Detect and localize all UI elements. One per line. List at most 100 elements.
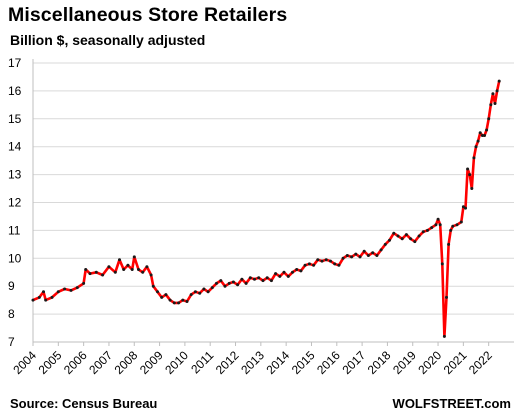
x-tick-label: 2011 [188,348,216,376]
data-point [445,295,448,299]
data-point [426,228,429,232]
series-line-0 [31,79,501,338]
data-point [464,206,467,210]
x-tick-label: 2022 [466,348,495,377]
data-point [193,290,197,294]
data-point [132,255,136,259]
data-point [383,242,387,246]
data-point [137,268,140,271]
data-point [312,263,316,267]
data-point [489,103,493,107]
data-point [149,273,153,277]
data-point [69,288,73,292]
data-point [37,295,41,299]
data-point [354,252,358,256]
data-point [413,240,417,244]
x-tick-label: 2020 [415,348,444,377]
data-point [244,281,248,285]
gridlines [33,62,514,315]
data-point [198,291,202,295]
x-tick-label: 2018 [365,348,394,377]
data-point [44,298,48,302]
data-point [404,233,408,237]
y-tick-label: 15 [8,112,22,126]
x-tick-label: 2005 [36,348,65,377]
y-tick-label: 12 [8,196,22,210]
y-tick-label: 11 [8,223,21,237]
data-point [113,270,117,274]
x-tick-label: 2017 [339,348,368,377]
data-point [421,230,425,234]
data-point [168,298,172,302]
data-point [253,277,256,281]
data-point [240,277,244,281]
data-point [449,228,453,232]
data-point [442,334,446,338]
data-point [358,255,362,259]
data-point [122,268,126,271]
data-point [210,286,214,290]
x-tick-label: 2004 [10,348,39,377]
data-point [56,290,60,294]
data-point [455,223,459,227]
data-point [227,281,231,285]
data-point [269,279,273,283]
data-point [480,134,484,137]
data-point [63,287,67,291]
data-point [164,293,168,297]
data-point [493,102,497,105]
data-point [94,270,98,274]
data-point [118,258,121,262]
data-point [478,131,482,135]
x-tick-label: 2010 [162,348,191,377]
data-point [181,298,185,302]
data-point [436,217,440,221]
data-point [286,274,290,278]
data-point [278,274,282,278]
data-point [42,290,45,294]
x-tick-label: 2016 [314,348,343,377]
data-point [156,290,159,294]
data-point [434,223,438,227]
data-point [265,276,269,280]
data-point [151,284,155,288]
x-tick-label: 2007 [86,348,115,377]
data-point [50,295,54,299]
y-tick-label: 14 [8,140,22,154]
x-tick-labels: 2004200520062007200820092010201120122013… [10,348,495,377]
data-point [366,254,370,257]
y-tick-label: 13 [8,168,22,182]
y-tick-label: 9 [8,279,15,293]
data-point [468,173,472,177]
data-point [495,89,499,93]
data-point [274,272,278,276]
axes [32,59,514,346]
data-point [485,128,489,132]
data-point [206,290,210,294]
y-tick-label: 10 [8,251,22,265]
data-point [345,254,349,257]
data-point [145,265,149,269]
data-point [362,249,366,253]
data-point [236,283,240,287]
data-point [483,134,486,137]
data-point [341,256,345,260]
data-point [141,270,145,274]
x-tick-label: 2008 [112,348,141,377]
data-point [101,273,105,277]
x-tick-label: 2006 [61,348,90,377]
data-point [172,301,176,305]
data-point [472,156,476,160]
x-tick-label: 2009 [137,348,166,377]
data-point [307,262,311,266]
data-point [291,270,294,274]
data-point [375,254,379,257]
chart-subtitle: Billion $, seasonally adjusted [10,32,206,48]
data-point [388,238,391,242]
data-point [248,276,252,280]
data-point [371,251,375,255]
x-tick-label: 2014 [263,348,292,377]
data-point [261,279,265,283]
data-point [333,262,337,266]
